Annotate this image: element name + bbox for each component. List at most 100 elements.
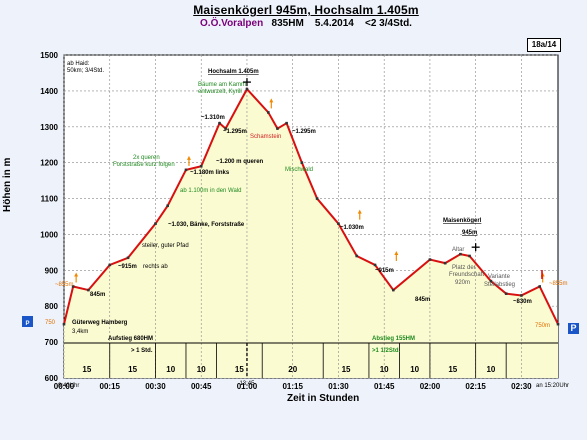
annotation-label: Variante — [488, 274, 511, 280]
annotation-label: 2x queren — [133, 155, 160, 161]
descent-time-label: >1 1/2Std. — [372, 348, 401, 354]
annotation-label: 845m — [90, 292, 105, 298]
profile-area — [64, 89, 558, 378]
profile-line — [63, 87, 559, 325]
profile-point — [224, 127, 227, 130]
y-tick-label: 1200 — [40, 159, 58, 168]
annotation-label: Platz der — [452, 265, 476, 271]
summit-title-hochsalm: Hochsalm 1.405m — [208, 69, 259, 75]
annotation-label: 845m — [415, 297, 430, 303]
x-tick-label: 02:15 — [465, 382, 486, 391]
pointer-arrow-icon — [357, 209, 362, 214]
annotation-label: ~855m — [55, 282, 74, 288]
date-label: 5.4.2014 — [314, 18, 354, 29]
segment-duration-label: 15 — [342, 365, 351, 374]
start-time-label: 8:40Uhr — [58, 383, 79, 389]
annotation-label: ~1.200 m queren — [216, 159, 264, 165]
annotation-label: Schamstein — [250, 134, 281, 140]
annotation-label: ab Haid: — [67, 61, 90, 67]
annotation-label: ~830m — [513, 299, 532, 305]
profile-point — [468, 254, 471, 258]
segment-duration-label: 15 — [128, 365, 137, 374]
segment-duration-label: 15 — [235, 365, 244, 374]
profile-point — [556, 322, 560, 326]
y-tick-label: 1500 — [40, 51, 58, 60]
profile-point — [285, 121, 288, 125]
y-tick-label: 600 — [45, 374, 59, 383]
profile-point — [355, 254, 359, 258]
annotation-label: Mischwald — [285, 167, 313, 173]
segment-duration-label: 10 — [166, 365, 175, 374]
pointer-arrow-icon — [186, 155, 191, 160]
profile-point — [267, 111, 270, 114]
annotation-label: rechts ab — [143, 264, 168, 270]
x-tick-label: 00:45 — [191, 382, 212, 391]
annotation-label: Bäume am Kamm — [198, 82, 246, 88]
annotation-label: 750m — [535, 323, 550, 329]
x-tick-label: 00:30 — [145, 382, 166, 391]
end-time-label: an 15:20Uhr — [536, 383, 569, 389]
profile-point — [373, 263, 377, 267]
profile-point — [71, 285, 75, 288]
segment-duration-label: 10 — [197, 365, 206, 374]
profile-point — [392, 288, 395, 292]
annotation-label: ~1.310m — [201, 115, 225, 121]
annotation-label: ab 1.100m in den Wald — [180, 188, 241, 194]
segment-duration-label: 15 — [448, 365, 457, 374]
annotation-label: 50km; 3/4Std. — [67, 68, 104, 74]
y-tick-label: 900 — [45, 266, 59, 275]
annotation-label: 920m — [455, 280, 470, 286]
pointer-arrow-icon — [269, 98, 274, 103]
region-label: O.Ö.Voralpen — [200, 18, 264, 29]
summit-elevation-maisenkoegerl: 945m — [462, 230, 477, 236]
parking-icon-start — [22, 316, 33, 327]
annotation-label: ~1.295m — [223, 129, 247, 135]
profile-point — [428, 258, 432, 261]
ascent-time-label: > 1 Std. — [131, 348, 153, 354]
descent-section-label: Abstieg 155HM — [372, 336, 415, 342]
profile-point — [504, 292, 508, 295]
segment-duration-label: 10 — [410, 365, 419, 374]
profile-point — [520, 294, 523, 297]
profile-point — [489, 279, 493, 283]
annotation-label: 750 — [45, 320, 56, 326]
annotation-label: Steilabstieg — [484, 282, 515, 288]
profile-point — [126, 256, 130, 260]
annotation-label: ~915m — [118, 264, 137, 270]
x-tick-label: 01:45 — [374, 382, 395, 391]
parking-icon-end: P — [568, 323, 579, 334]
profile-point — [337, 222, 340, 225]
profile-point — [62, 322, 66, 326]
segment-duration-label: 10 — [380, 365, 389, 374]
y-tick-label: 1100 — [41, 195, 59, 204]
annotation-label: Forststraße kurz folgen — [113, 162, 175, 168]
annotation-label: Güterweg Hamberg — [72, 320, 128, 326]
profile-point — [538, 285, 542, 288]
annotation-label: Altar — [452, 247, 464, 253]
profile-point — [184, 168, 188, 172]
y-tick-label: 700 — [45, 338, 59, 347]
chart-title: Maisenkögerl 945m, Hochsalm 1.405m — [193, 3, 419, 17]
ascent-section-label: Aufstieg 680HM — [108, 336, 153, 342]
chart-subtitle: O.Ö.Voralpen 835HM 5.4.2014 <2 3/4Std. — [156, 18, 456, 29]
annotation-label: ~1.030, Bänke, Forststraße — [168, 222, 245, 228]
profile-point — [245, 87, 249, 91]
pointer-arrow-icon — [394, 250, 399, 255]
duration-label: <2 3/4Std. — [364, 18, 412, 29]
x-tick-label: 02:30 — [511, 382, 532, 391]
annotation-label: steiler, guter Pfad — [142, 243, 189, 249]
annotation-label: ~855m — [549, 281, 568, 287]
profile-point — [199, 164, 203, 168]
profile-point — [87, 288, 90, 292]
profile-point — [218, 121, 221, 125]
x-tick-label: 00:00 — [54, 382, 75, 391]
y-tick-label: 1300 — [40, 123, 58, 132]
segment-duration-label: 10 — [486, 365, 495, 374]
annotation-label: 3,4km — [72, 329, 88, 335]
x-tick-label: 00:15 — [100, 382, 121, 391]
x-tick-label: 01:00 — [237, 382, 258, 391]
y-tick-label: 800 — [45, 302, 59, 311]
parking-icon-label: P — [25, 321, 29, 327]
annotation-label: ~1.030m — [340, 225, 364, 231]
